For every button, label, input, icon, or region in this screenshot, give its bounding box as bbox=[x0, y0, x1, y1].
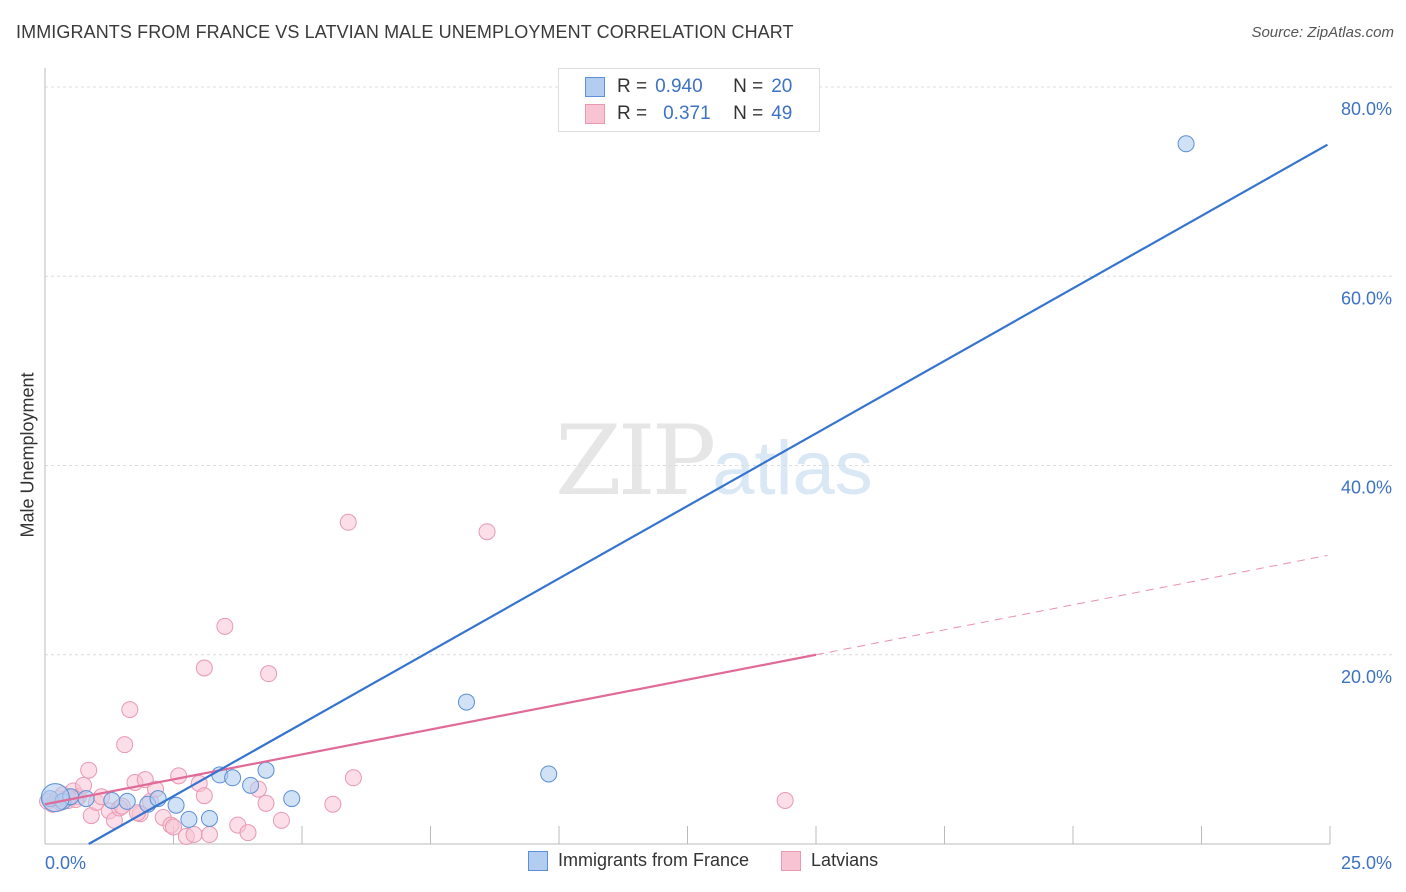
france-point bbox=[77, 790, 95, 808]
legend-r-label: R = bbox=[617, 103, 648, 124]
france-point bbox=[1177, 135, 1195, 153]
latvians-point bbox=[324, 795, 342, 813]
y-tick-label-80: 80.0% bbox=[1341, 99, 1392, 119]
y-tick-label-20: 20.0% bbox=[1341, 667, 1392, 687]
legend-item-latvians[interactable]: Latvians bbox=[781, 850, 878, 871]
france-point bbox=[118, 792, 136, 810]
latvians-point bbox=[478, 523, 496, 541]
latvians-point bbox=[195, 787, 213, 805]
x-tick-label-min: 0.0% bbox=[45, 853, 86, 873]
legend-swatch-france bbox=[528, 850, 548, 871]
latvians-point bbox=[216, 617, 234, 635]
legend-r-label: R = bbox=[617, 76, 648, 97]
latvians-point bbox=[170, 767, 188, 785]
latvians-point bbox=[260, 665, 278, 683]
watermark-zip: ZIP bbox=[555, 405, 716, 517]
france-point bbox=[540, 765, 558, 783]
latvians-point bbox=[344, 769, 362, 787]
legend-swatch-latvians bbox=[781, 850, 802, 871]
france-point bbox=[242, 776, 260, 794]
legend-r-value-france: 0.940 bbox=[655, 76, 703, 97]
france-point bbox=[283, 790, 301, 808]
france-point bbox=[40, 783, 70, 813]
france-point bbox=[180, 810, 198, 828]
latvians-point bbox=[272, 811, 290, 829]
legend-row-latvians: R = 0.371 N = 49 bbox=[585, 100, 792, 128]
legend-item-france[interactable]: Immigrants from France bbox=[528, 850, 749, 871]
chart-title: IMMIGRANTS FROM FRANCE VS LATVIAN MALE U… bbox=[16, 22, 794, 42]
series-legend: Immigrants from France Latvians bbox=[528, 850, 910, 871]
france-point bbox=[167, 796, 185, 814]
y-tick-label-40: 40.0% bbox=[1341, 478, 1392, 498]
france-trend-line bbox=[88, 143, 1328, 845]
legend-swatch-france bbox=[585, 77, 605, 97]
latvians-point bbox=[80, 761, 98, 779]
legend-label-france: Immigrants from France bbox=[558, 850, 750, 870]
latvians-point bbox=[776, 791, 794, 809]
latvians-point bbox=[121, 701, 139, 719]
france-point bbox=[224, 769, 242, 787]
legend-label-latvians: Latvians bbox=[811, 850, 879, 870]
legend-n-value-france: 20 bbox=[771, 76, 793, 97]
latvians-point bbox=[195, 659, 213, 677]
source-label: Source: ZipAtlas.com bbox=[1251, 24, 1394, 41]
legend-n-value-latvians: 49 bbox=[771, 103, 793, 124]
correlation-legend: R = 0.940 N = 20 R = 0.371 N = 49 bbox=[558, 68, 820, 132]
legend-n-label: N = bbox=[733, 76, 764, 97]
france-point bbox=[457, 693, 475, 711]
watermark: ZIPatlas bbox=[555, 405, 873, 517]
latvians-point bbox=[165, 818, 182, 836]
france-point bbox=[200, 809, 218, 827]
x-tick-label-max: 25.0% bbox=[1341, 853, 1392, 873]
latvians-point bbox=[200, 826, 218, 844]
latvians-point bbox=[257, 794, 275, 812]
france-point bbox=[103, 791, 121, 809]
y-tick-label-60: 60.0% bbox=[1341, 288, 1392, 308]
legend-n-label: N = bbox=[733, 103, 764, 124]
latvians-point bbox=[239, 824, 257, 842]
latvians-trend-extension bbox=[815, 554, 1328, 656]
watermark-atlas: atlas bbox=[712, 426, 873, 511]
latvians-point bbox=[116, 736, 134, 754]
legend-r-value-latvians: 0.371 bbox=[663, 103, 711, 124]
latvians-trend-line bbox=[44, 653, 817, 806]
legend-swatch-latvians bbox=[585, 104, 605, 124]
legend-row-france: R = 0.940 N = 20 bbox=[585, 73, 792, 101]
france-point bbox=[257, 761, 275, 779]
latvians-point bbox=[339, 513, 357, 531]
latvians-point bbox=[185, 826, 203, 844]
